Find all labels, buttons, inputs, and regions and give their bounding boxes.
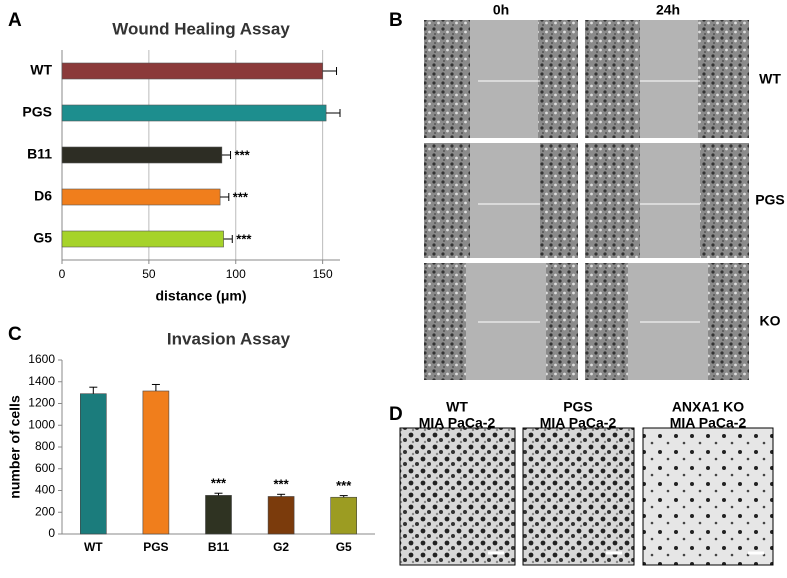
y-tick-label: 800 (35, 439, 55, 453)
annotation: *** (336, 478, 352, 493)
migration-images: 0h 24h WT PGS KO (424, 2, 785, 380)
microscopy-image (585, 20, 749, 138)
y-tick-label: B11 (27, 146, 52, 162)
invasion-image (642, 427, 774, 566)
x-tick-label: G2 (273, 540, 289, 554)
x-tick-label: G5 (336, 540, 352, 554)
x-tick-label: 150 (313, 267, 333, 281)
y-tick-label: D6 (34, 188, 52, 204)
image-label: MIA PaCa-2 (540, 415, 617, 431)
microscopy-image (585, 263, 749, 380)
image-label: MIA PaCa-2 (670, 415, 747, 431)
y-tick-label: 0 (48, 526, 55, 540)
error-bar (322, 67, 338, 75)
annotation: *** (274, 477, 290, 492)
microscopy-image (585, 143, 749, 258)
y-tick-label: 1600 (28, 352, 55, 366)
microscopy-image (424, 20, 578, 138)
panel-letter: D (389, 404, 403, 425)
bar (142, 390, 170, 535)
image-label: PGS (563, 399, 593, 415)
error-bar (277, 493, 286, 497)
annotation: *** (211, 476, 227, 491)
image-label: ANXA1 KO (672, 399, 744, 415)
x-tick-label: WT (84, 540, 103, 554)
bar (205, 495, 232, 535)
row-label: PGS (755, 192, 785, 208)
row-label: WT (759, 71, 781, 87)
error-bar (89, 386, 98, 394)
annotation: *** (236, 231, 252, 246)
chart-title: Wound Healing Assay (112, 19, 290, 38)
error-bar (223, 235, 233, 243)
bar (61, 146, 223, 164)
annotation: *** (233, 189, 249, 204)
column-label: 0h (493, 2, 509, 18)
bar (267, 496, 295, 535)
annotation: *** (235, 147, 251, 162)
chart-title: Invasion Assay (167, 329, 291, 348)
x-tick-label: B11 (208, 540, 230, 554)
y-tick-label: G5 (33, 230, 52, 246)
error-bar (151, 383, 160, 391)
bar (330, 496, 358, 535)
error-bar (220, 193, 230, 201)
microscopy-image (424, 263, 578, 380)
x-tick-label: 50 (142, 267, 156, 281)
x-tick-label: PGS (143, 540, 168, 554)
image-label: MIA PaCa-2 (419, 415, 496, 431)
y-tick-label: 400 (35, 483, 55, 497)
row-label: KO (760, 313, 781, 329)
invasion-images: WT MIA PaCa-2 PGS MIA PaCa-2 ANXA1 KO MI… (399, 399, 774, 566)
x-axis-label: distance (μm) (155, 288, 246, 304)
invasion-image (522, 427, 635, 566)
y-tick-label: 200 (35, 504, 55, 518)
bar (80, 393, 107, 535)
error-bar (214, 492, 223, 496)
panel-letter: A (8, 10, 22, 31)
y-tick-label: 1400 (28, 374, 55, 388)
y-tick-label: WT (30, 62, 52, 78)
invasion-image (399, 427, 516, 566)
bar (61, 188, 221, 206)
panel-letter: C (8, 324, 22, 345)
y-tick-label: PGS (22, 104, 52, 120)
y-tick-label: 1200 (28, 396, 55, 410)
error-bar (221, 151, 232, 159)
y-axis-label: number of cells (7, 395, 23, 499)
y-tick-label: 1000 (28, 417, 55, 431)
x-tick-label: 100 (226, 267, 246, 281)
bar (61, 62, 323, 80)
column-label: 24h (656, 2, 680, 18)
x-tick-label: 0 (59, 267, 66, 281)
panel-letter: B (389, 10, 403, 31)
microscopy-image (424, 143, 578, 258)
error-bar (326, 109, 341, 117)
bar (61, 230, 224, 248)
y-tick-label: 600 (35, 461, 55, 475)
bar (61, 104, 327, 122)
image-label: WT (446, 399, 468, 415)
error-bar (339, 495, 348, 498)
